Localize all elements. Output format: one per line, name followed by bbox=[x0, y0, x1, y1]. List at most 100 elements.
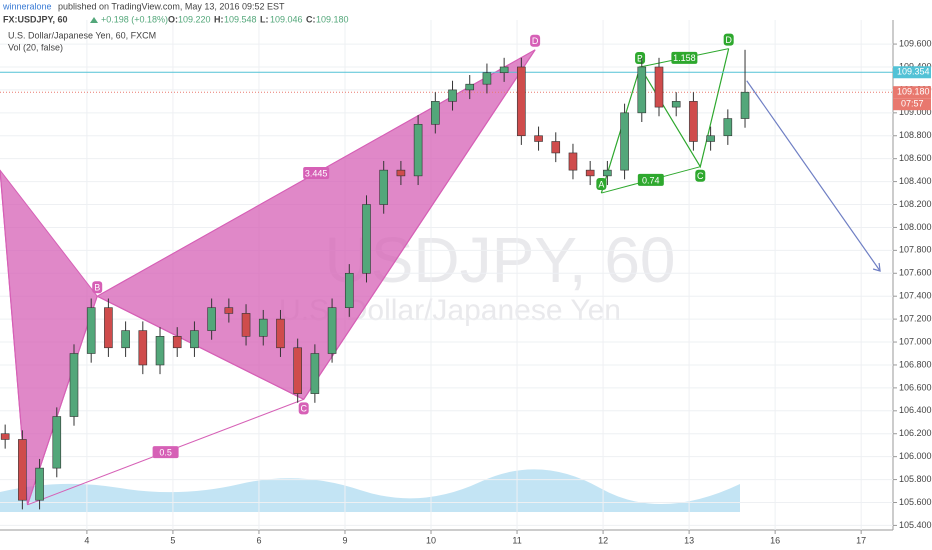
y-tick-label: 108.800 bbox=[899, 130, 932, 140]
price-tag bbox=[893, 66, 931, 79]
candle-body bbox=[69, 353, 79, 417]
candle-body bbox=[258, 318, 268, 337]
ratio-box bbox=[637, 173, 664, 186]
point-label: B bbox=[637, 53, 643, 63]
candle-body bbox=[654, 66, 664, 108]
candle-body bbox=[276, 318, 285, 349]
candle-body bbox=[689, 101, 698, 142]
x-tick-label: 9 bbox=[342, 535, 347, 545]
point-box bbox=[298, 402, 309, 415]
x-tick-label: 17 bbox=[856, 535, 866, 545]
candle-body bbox=[499, 66, 509, 74]
candle-body bbox=[431, 101, 440, 125]
candle-body bbox=[344, 272, 354, 308]
candle-body bbox=[362, 204, 371, 274]
ratio-box bbox=[152, 446, 179, 459]
y-tick-label: 106.400 bbox=[899, 405, 932, 415]
ratio-label: 0.74 bbox=[642, 175, 660, 185]
price-tag-label: 109.180 bbox=[897, 87, 930, 97]
candle-body bbox=[52, 416, 62, 469]
candle-body bbox=[740, 91, 750, 119]
candle-body bbox=[0, 433, 10, 440]
candle-body bbox=[448, 89, 457, 102]
ohlc-label: C: bbox=[306, 14, 316, 24]
published: published on TradingView.com, May 13, 20… bbox=[58, 1, 285, 11]
ohlc-label: L: bbox=[260, 14, 269, 24]
candle-body bbox=[310, 353, 320, 394]
candle-body bbox=[172, 336, 182, 349]
point-label: B bbox=[94, 283, 100, 293]
candle-body bbox=[86, 307, 96, 354]
arrow-head bbox=[872, 262, 881, 272]
candle-body bbox=[585, 169, 595, 177]
countdown-tag bbox=[893, 98, 931, 111]
x-tick-label: 12 bbox=[598, 535, 608, 545]
x-tick-label: 16 bbox=[770, 535, 780, 545]
x-tick-label: 10 bbox=[426, 535, 436, 545]
y-tick-label: 108.600 bbox=[899, 153, 932, 163]
price-tag bbox=[893, 86, 931, 99]
projection-arrow bbox=[746, 80, 881, 272]
point-box bbox=[596, 178, 607, 191]
y-tick-label: 105.400 bbox=[899, 520, 932, 530]
x-tick-label: 6 bbox=[256, 535, 261, 545]
point-label: D bbox=[725, 35, 732, 45]
symbol: FX:USDJPY, 60 bbox=[3, 14, 68, 24]
candle-body bbox=[620, 112, 629, 171]
y-tick-label: 108.000 bbox=[899, 222, 932, 232]
point-label: D bbox=[532, 36, 539, 46]
candle-body bbox=[551, 141, 561, 154]
candle-body bbox=[534, 135, 543, 142]
candle-body bbox=[190, 330, 199, 349]
y-tick-label: 109.600 bbox=[899, 38, 932, 48]
candle-body bbox=[396, 169, 406, 177]
y-tick-label: 107.600 bbox=[899, 268, 932, 278]
price-tag-label: 109.354 bbox=[897, 67, 930, 77]
y-tick-label: 107.000 bbox=[899, 336, 932, 346]
candle-body bbox=[207, 307, 216, 331]
y-tick-label: 108.400 bbox=[899, 176, 932, 186]
candle-body bbox=[723, 118, 733, 137]
y-tick-label: 106.200 bbox=[899, 428, 932, 438]
y-tick-label: 106.000 bbox=[899, 451, 932, 461]
y-tick-label: 107.200 bbox=[899, 313, 932, 323]
point-box bbox=[92, 281, 103, 294]
ohlc-label: O: bbox=[168, 14, 178, 24]
y-tick-label: 107.800 bbox=[899, 245, 932, 255]
up-triangle bbox=[90, 17, 98, 23]
ohlc-value: 109.046 bbox=[270, 14, 303, 24]
ratio-label: 0.5 bbox=[159, 447, 172, 457]
ratio-label: 3.445 bbox=[305, 168, 328, 178]
candle-body bbox=[637, 66, 647, 114]
candle-body bbox=[138, 330, 148, 366]
author[interactable]: winneralone bbox=[2, 1, 52, 11]
candle-body bbox=[706, 135, 715, 142]
countdown: 07:57 bbox=[901, 99, 924, 109]
y-tick-label: 109.000 bbox=[899, 107, 932, 117]
candle-body bbox=[327, 307, 337, 354]
point-label: C bbox=[300, 404, 307, 414]
ohlc-value: 109.548 bbox=[224, 14, 257, 24]
x-tick-label: 4 bbox=[84, 535, 89, 545]
x-tick-label: 5 bbox=[170, 535, 175, 545]
candle-body bbox=[568, 152, 578, 171]
change: +0.198 (+0.18%) bbox=[101, 14, 168, 24]
candle-body bbox=[241, 313, 251, 337]
candle-body bbox=[224, 307, 234, 314]
candle-body bbox=[379, 169, 388, 205]
ohlc-value: 109.220 bbox=[178, 14, 211, 24]
y-tick-label: 108.200 bbox=[899, 199, 932, 209]
ohlc-label: H: bbox=[214, 14, 224, 24]
x-tick-label: 13 bbox=[684, 535, 694, 545]
point-box bbox=[530, 34, 541, 47]
candle-body bbox=[18, 439, 27, 501]
plot: 105.400 105.600 105.800 106.000 106.200 106.4… bbox=[0, 20, 932, 545]
y-tick-label: 107.400 bbox=[899, 291, 932, 301]
ratio-box bbox=[671, 51, 698, 64]
candle-body bbox=[482, 72, 492, 85]
y-tick-label: 105.800 bbox=[899, 474, 932, 484]
ohlc-value: 109.180 bbox=[316, 14, 349, 24]
ratio-box bbox=[303, 167, 330, 179]
y-tick-label: 106.600 bbox=[899, 382, 932, 392]
